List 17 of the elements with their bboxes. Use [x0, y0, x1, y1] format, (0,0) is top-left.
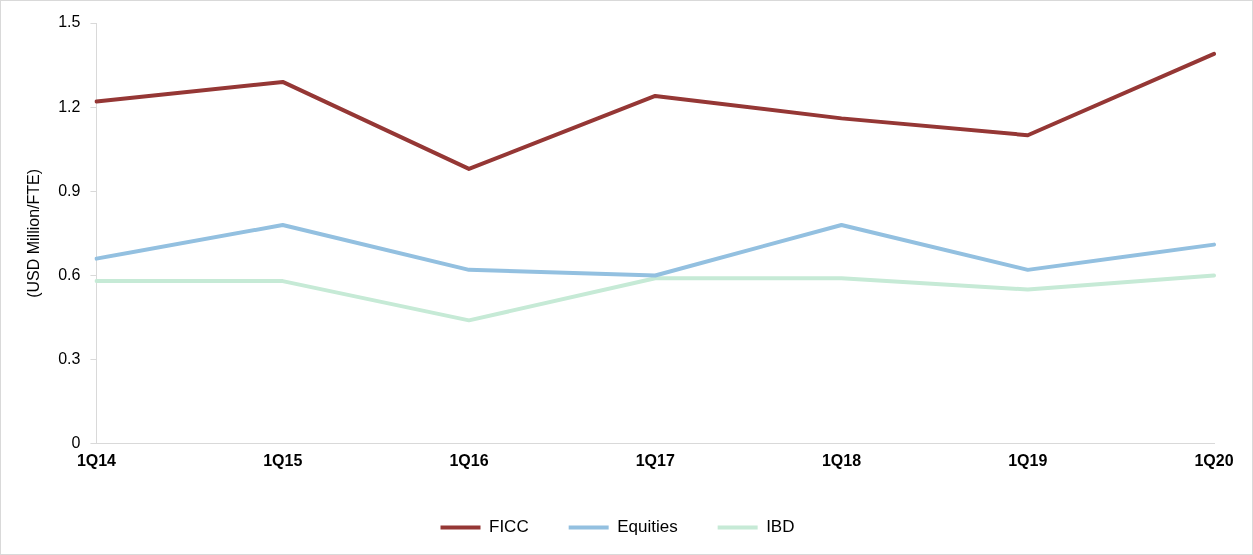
- y-tick-label: 1.2: [58, 97, 81, 115]
- y-tick-label: 0.9: [58, 181, 81, 199]
- y-axis-title: (USD Million/FTE): [25, 168, 43, 298]
- x-tick-label: 1Q18: [821, 451, 862, 469]
- legend-label: Equities: [617, 517, 678, 537]
- x-tick-label: 1Q14: [76, 451, 117, 469]
- x-tick-label: 1Q19: [1008, 451, 1048, 469]
- y-tick-label: 0.6: [58, 265, 81, 283]
- x-tick-label: 1Q16: [449, 451, 489, 469]
- y-tick-label: 0: [71, 434, 81, 452]
- x-tick-label: 1Q15: [263, 451, 303, 469]
- y-tick-label: 1.5: [58, 13, 81, 31]
- legend-label: FICC: [489, 517, 529, 537]
- legend-label: IBD: [766, 517, 795, 537]
- x-tick-label: 1Q20: [1194, 451, 1234, 469]
- x-tick-label: 1Q17: [635, 451, 675, 469]
- y-tick-label: 0.3: [58, 350, 81, 368]
